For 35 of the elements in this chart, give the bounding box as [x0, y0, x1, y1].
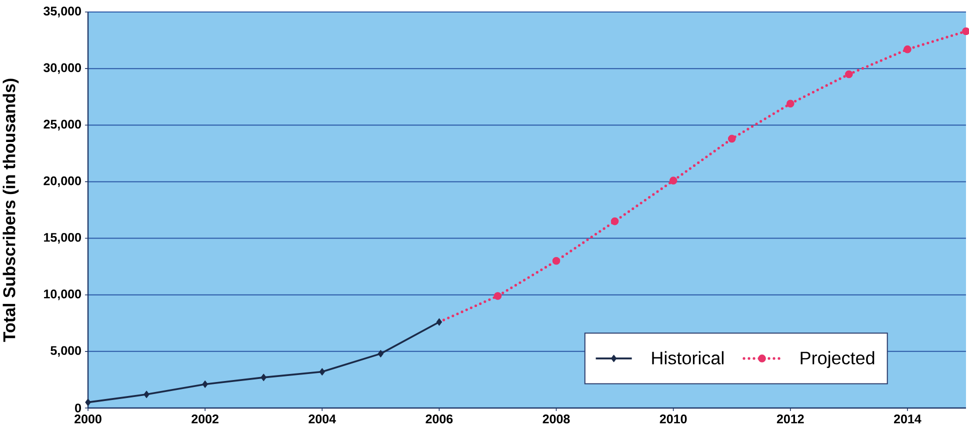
y-tick-label: 5,000: [50, 346, 81, 357]
point: [669, 176, 678, 184]
point: [552, 257, 560, 265]
y-tick-label: 15,000: [44, 232, 81, 244]
y-axis-title: Total Subscribers (in thousands): [2, 78, 19, 342]
legend-label: Projected: [800, 351, 874, 368]
point: [85, 398, 91, 406]
point: [378, 350, 384, 358]
point: [436, 318, 442, 326]
y-tick-label: 0: [75, 404, 81, 412]
x-tick-label: 2012: [776, 414, 804, 424]
x-tick-label: 2004: [308, 414, 336, 424]
x-tick-label: 2008: [542, 414, 570, 424]
point: [260, 374, 266, 382]
x-tick-label: 2014: [894, 414, 922, 424]
point: [845, 70, 853, 78]
point: [728, 134, 736, 143]
y-tick-label: 35,000: [44, 6, 81, 18]
y-tick-label: 20,000: [44, 176, 81, 188]
point: [962, 27, 969, 36]
y-tick-label: 25,000: [44, 120, 81, 130]
x-tick-label: 2002: [192, 414, 218, 424]
point: [904, 45, 912, 54]
point: [202, 380, 208, 388]
point: [494, 292, 502, 300]
x-tick-label: 2010: [660, 414, 687, 424]
y-tick-label: 30,000: [44, 63, 81, 74]
legend-label: Historical: [652, 351, 724, 364]
x-tick-label: 2006: [426, 414, 453, 424]
x-tick-label: 2000: [74, 414, 102, 424]
point: [144, 390, 150, 398]
y-tick-label: 10,000: [44, 290, 81, 300]
point: [610, 217, 619, 226]
point: [319, 368, 325, 376]
point: [786, 100, 794, 108]
